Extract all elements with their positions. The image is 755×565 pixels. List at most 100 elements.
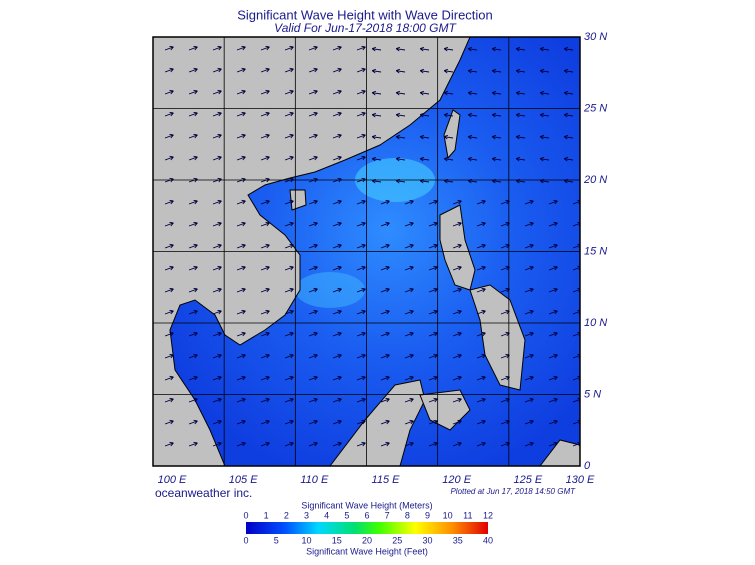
wave-arrow	[188, 199, 198, 205]
wave-arrow	[188, 441, 198, 447]
wave-arrow	[260, 331, 270, 337]
wave-arrow	[308, 441, 318, 447]
wave-arrow	[452, 221, 462, 227]
wave-arrow	[491, 134, 502, 140]
wave-arrow	[419, 156, 430, 162]
lon-label: 125 E	[513, 474, 542, 486]
wave-arrow	[236, 265, 246, 271]
wave-arrow	[371, 156, 382, 162]
wave-arrow	[308, 243, 318, 249]
wave-arrow	[164, 419, 174, 425]
wave-arrow	[404, 419, 414, 425]
meters-tick: 0	[243, 510, 248, 520]
lon-label: 130 E	[566, 474, 595, 486]
wave-arrow	[443, 90, 454, 96]
wave-arrow	[476, 331, 486, 337]
wave-arrow	[428, 309, 438, 315]
wave-arrow	[404, 199, 414, 205]
wave-arrow	[212, 89, 222, 95]
wave-arrow	[443, 134, 454, 140]
wave-arrow	[452, 375, 462, 381]
wave-arrow	[164, 287, 174, 293]
wave-arrow	[524, 353, 534, 359]
wave-arrow	[443, 156, 454, 162]
wave-arrow	[476, 243, 486, 249]
map-frame	[152, 36, 581, 467]
wave-arrow	[308, 419, 318, 425]
wave-arrow	[332, 67, 342, 73]
wave-arrow	[476, 199, 486, 205]
wave-arrow	[308, 67, 318, 73]
wave-arrow	[212, 177, 222, 183]
wave-arrow	[452, 441, 462, 447]
wave-arrow	[539, 68, 550, 74]
wave-arrow	[476, 419, 486, 425]
wave-arrow	[356, 199, 366, 205]
wave-arrow	[236, 331, 246, 337]
wave-arrow	[371, 134, 382, 140]
wave-arrow	[380, 441, 390, 447]
wave-arrow	[212, 353, 222, 359]
wave-arrow	[428, 397, 438, 403]
wave-arrow	[164, 243, 174, 249]
wave-arrow	[284, 243, 294, 249]
feet-tick: 5	[274, 535, 279, 545]
wave-arrow	[164, 67, 174, 73]
wave-arrow	[332, 243, 342, 249]
wave-arrow	[332, 221, 342, 227]
wave-arrow	[260, 67, 270, 73]
wave-arrow	[404, 331, 414, 337]
wave-arrow	[380, 199, 390, 205]
wave-arrow	[395, 46, 406, 52]
wave-arrow	[188, 45, 198, 51]
lon-label: 110 E	[300, 474, 329, 486]
wave-arrow	[260, 353, 270, 359]
wave-arrow	[260, 133, 270, 139]
wave-arrow	[188, 287, 198, 293]
wave-arrow	[467, 156, 478, 162]
wave-arrow	[284, 89, 294, 95]
wave-arrow	[428, 287, 438, 293]
wave-arrow	[380, 309, 390, 315]
wave-arrow	[563, 156, 574, 162]
wave-arrow	[260, 177, 270, 183]
wave-arrow	[188, 353, 198, 359]
wave-arrow	[548, 375, 558, 381]
wave-arrow	[164, 177, 174, 183]
wave-arrow	[428, 375, 438, 381]
wave-arrow	[236, 397, 246, 403]
wave-arrow	[467, 112, 478, 118]
wave-arrow	[452, 397, 462, 403]
wave-arrow	[371, 112, 382, 118]
wave-arrow	[476, 441, 486, 447]
wave-arrow	[212, 243, 222, 249]
wave-arrow	[356, 221, 366, 227]
wave-arrow	[164, 111, 174, 117]
wave-arrow	[308, 309, 318, 315]
lat-label: 30 N	[584, 31, 607, 43]
wave-arrow	[284, 331, 294, 337]
wave-arrow	[356, 177, 366, 183]
wave-arrow	[515, 134, 526, 140]
wave-arrow	[443, 46, 454, 52]
wave-arrow	[548, 287, 558, 293]
feet-tick: 15	[332, 535, 342, 545]
wave-arrow	[164, 441, 174, 447]
meters-tick: 11	[463, 510, 472, 520]
wave-arrow	[467, 90, 478, 96]
wave-arrow	[395, 156, 406, 162]
wave-arrow	[419, 46, 430, 52]
wave-arrow	[443, 112, 454, 118]
wave-arrow	[188, 221, 198, 227]
wave-arrow	[548, 419, 558, 425]
wave-arrow	[548, 331, 558, 337]
wave-arrow	[524, 309, 534, 315]
wave-arrow	[404, 375, 414, 381]
wave-arrow	[332, 155, 342, 161]
wave-arrow	[308, 331, 318, 337]
wave-arrow	[452, 265, 462, 271]
wave-arrow	[188, 177, 198, 183]
wave-arrow	[308, 45, 318, 51]
wave-arrow	[284, 177, 294, 183]
wave-arrow	[476, 375, 486, 381]
